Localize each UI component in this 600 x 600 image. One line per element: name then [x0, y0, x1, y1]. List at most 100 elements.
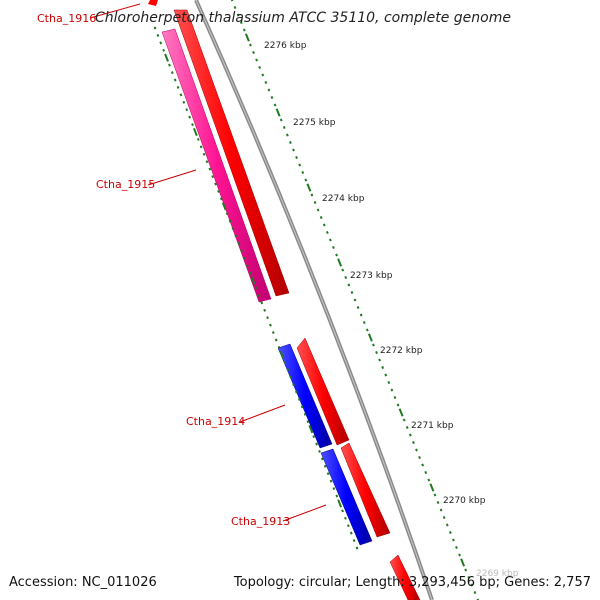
minor-tick — [325, 231, 329, 234]
minor-tick — [230, 0, 234, 2]
minor-tick — [240, 249, 243, 253]
minor-tick — [301, 171, 305, 174]
minor-tick — [359, 313, 363, 317]
forward-cds-ctha-1914[interactable] — [296, 337, 350, 446]
minor-tick — [279, 118, 283, 122]
minor-tick — [191, 123, 194, 127]
minor-tick — [418, 456, 421, 459]
minor-tick — [451, 538, 455, 542]
minor-tick — [315, 442, 318, 446]
minor-tick — [464, 568, 468, 572]
minor-tick — [362, 321, 366, 324]
minor-tick — [286, 368, 290, 372]
minor-tick — [168, 63, 171, 67]
minor-tick — [424, 471, 428, 474]
tick-label-2274: 2274 kbp — [322, 194, 365, 204]
gene-label-ctha-1913[interactable]: Ctha_1913 — [231, 515, 291, 528]
minor-tick — [237, 241, 241, 245]
minor-tick — [170, 71, 174, 75]
leader-line-ctha-1913 — [282, 504, 327, 522]
minor-tick — [322, 223, 326, 227]
minor-tick — [455, 546, 458, 549]
minor-tick — [270, 96, 274, 99]
minor-tick — [436, 501, 440, 504]
major-tick — [164, 53, 169, 62]
minor-tick — [347, 283, 351, 287]
minor-tick — [402, 418, 406, 422]
minor-tick — [341, 268, 345, 272]
minor-tick — [306, 420, 310, 424]
minor-tick — [304, 178, 308, 182]
minor-tick — [298, 163, 302, 167]
tick-label-2272: 2272 kbp — [380, 346, 423, 356]
minor-tick — [312, 435, 316, 439]
minor-tick — [199, 145, 203, 149]
minor-tick — [219, 197, 223, 201]
minor-tick — [217, 189, 220, 193]
minor-tick — [263, 308, 267, 312]
minor-tick — [442, 516, 446, 519]
minor-tick — [267, 88, 271, 92]
reverse-cds-ctha-1913[interactable] — [320, 448, 373, 546]
major-tick — [308, 425, 314, 434]
minor-tick — [264, 81, 268, 84]
minor-tick — [365, 328, 369, 332]
forward-cds-next[interactable] — [389, 554, 421, 600]
minor-tick — [239, 21, 243, 24]
minor-tick — [273, 103, 277, 107]
genome-title: Chloroherpeton thalassium ATCC 35110, co… — [95, 10, 511, 26]
minor-tick — [185, 108, 189, 112]
minor-tick — [346, 524, 350, 528]
minor-tick — [332, 487, 336, 491]
minor-tick — [249, 43, 252, 47]
minor-tick — [320, 457, 324, 461]
major-tick — [367, 333, 373, 342]
minor-tick — [295, 390, 298, 394]
gene-label-ctha-1914[interactable]: Ctha_1914 — [186, 415, 246, 428]
minor-tick — [269, 323, 272, 327]
major-tick — [193, 127, 198, 137]
minor-tick — [433, 493, 437, 497]
minor-tick — [153, 26, 157, 30]
tick-label-2273: 2273 kbp — [350, 271, 393, 281]
forward-cds-top-arrow[interactable] — [148, 0, 158, 6]
reverse-cds-ctha-1915[interactable] — [161, 28, 272, 303]
minor-tick — [378, 358, 382, 362]
leader-line-ctha-1915 — [147, 169, 197, 186]
minor-tick — [162, 48, 166, 52]
minor-tick — [313, 201, 317, 204]
minor-tick — [352, 539, 356, 543]
gene-label-ctha-1916[interactable]: Ctha_1916 — [37, 12, 97, 25]
major-tick — [337, 258, 343, 267]
minor-tick — [248, 271, 252, 275]
forward-cds-ctha-1916-1915[interactable] — [173, 9, 290, 297]
minor-tick — [326, 472, 330, 476]
minor-tick — [214, 182, 217, 186]
minor-tick — [254, 286, 258, 290]
inner-tick-ring — [153, 26, 359, 550]
tick-label-2276: 2276 kbp — [264, 41, 307, 51]
forward-cds-ctha-1913[interactable] — [340, 442, 391, 538]
minor-tick — [258, 66, 262, 69]
minor-tick — [202, 152, 206, 156]
minor-tick — [319, 216, 323, 219]
minor-tick — [329, 479, 333, 483]
minor-tick — [458, 553, 461, 557]
minor-tick — [282, 126, 286, 129]
minor-tick — [228, 219, 232, 223]
minor-tick — [476, 598, 480, 600]
minor-tick — [323, 464, 327, 468]
minor-tick — [316, 208, 320, 212]
leader-line-ctha-1916 — [89, 3, 141, 19]
minor-tick — [173, 78, 177, 82]
leader-line-ctha-1914 — [239, 404, 286, 423]
minor-tick — [467, 576, 471, 579]
minor-tick — [332, 246, 335, 249]
major-tick — [250, 276, 256, 285]
major-tick — [275, 108, 281, 117]
gene-label-ctha-1915[interactable]: Ctha_1915 — [96, 178, 156, 191]
major-tick — [279, 350, 285, 359]
minor-tick — [350, 291, 354, 294]
minor-tick — [182, 100, 186, 104]
